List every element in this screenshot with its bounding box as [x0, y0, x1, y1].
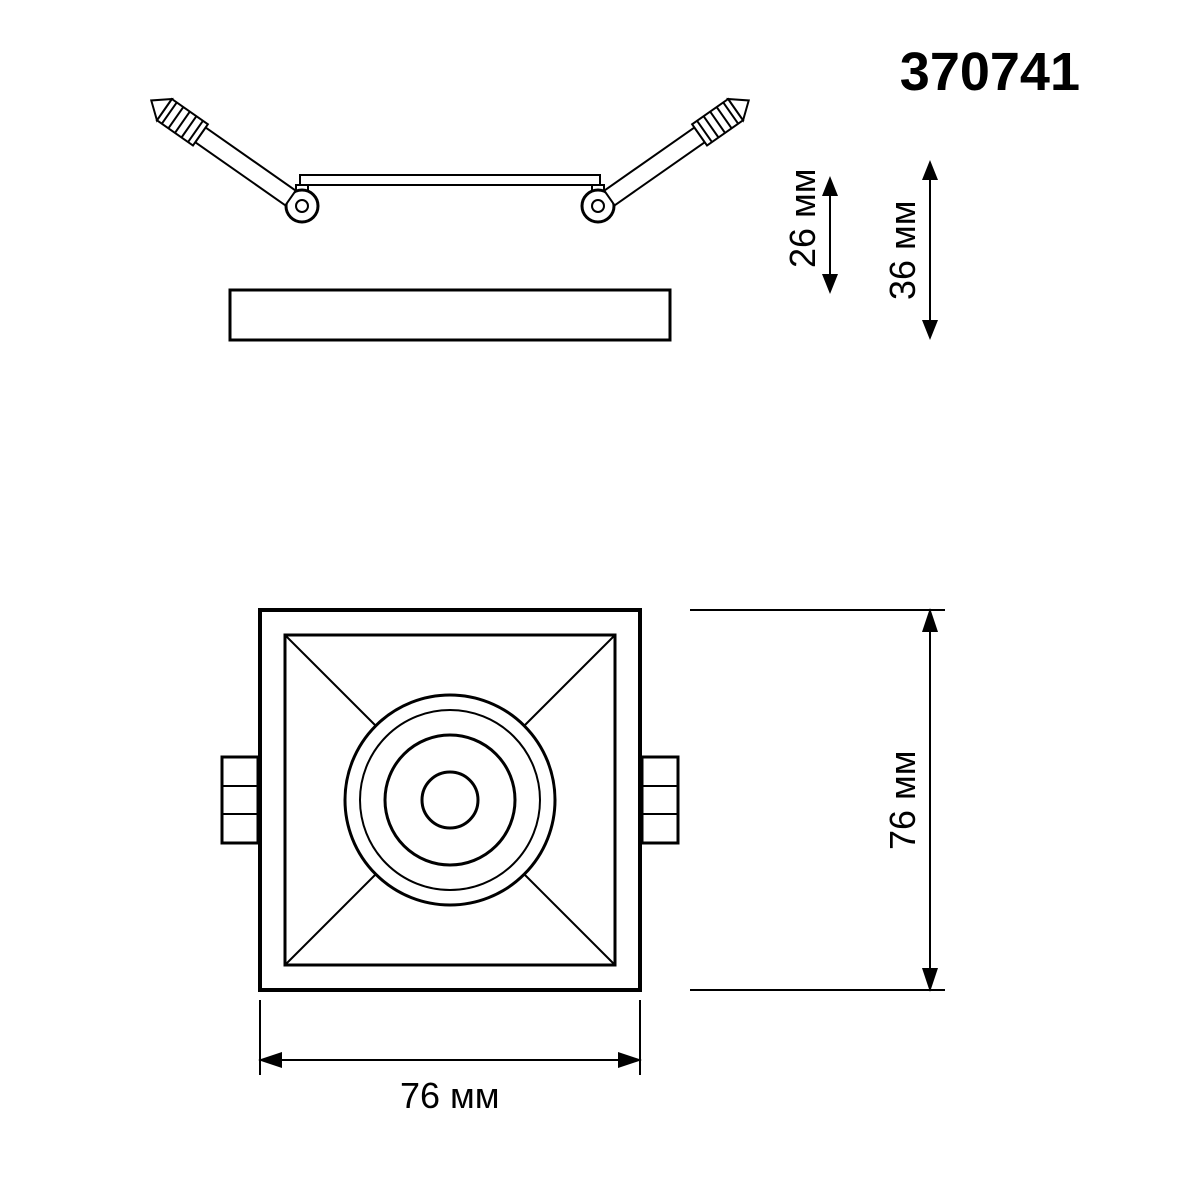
technical-drawing: 370741 [0, 0, 1200, 1200]
dim-26mm-label: 26 мм [782, 168, 823, 268]
dim-76mm-width-label: 76 мм [400, 1075, 500, 1116]
lens-rings [345, 695, 555, 905]
dim-36mm-label: 36 мм [882, 200, 923, 300]
top-view: 76 мм 76 мм [222, 608, 945, 1116]
part-number: 370741 [900, 42, 1080, 102]
tab-right [642, 757, 678, 843]
spring-right [582, 90, 756, 222]
dim-26mm: 26 мм [782, 168, 838, 294]
side-body [230, 290, 670, 340]
dim-76mm-height-label: 76 мм [882, 750, 923, 850]
dim-76mm-width: 76 мм [258, 1000, 642, 1116]
tab-left [222, 757, 258, 843]
side-bridge [296, 175, 604, 195]
dim-36mm: 36 мм [882, 160, 938, 340]
side-view: 26 мм 36 мм [144, 90, 938, 340]
spring-left [144, 90, 318, 222]
dim-76mm-height: 76 мм [690, 608, 945, 992]
